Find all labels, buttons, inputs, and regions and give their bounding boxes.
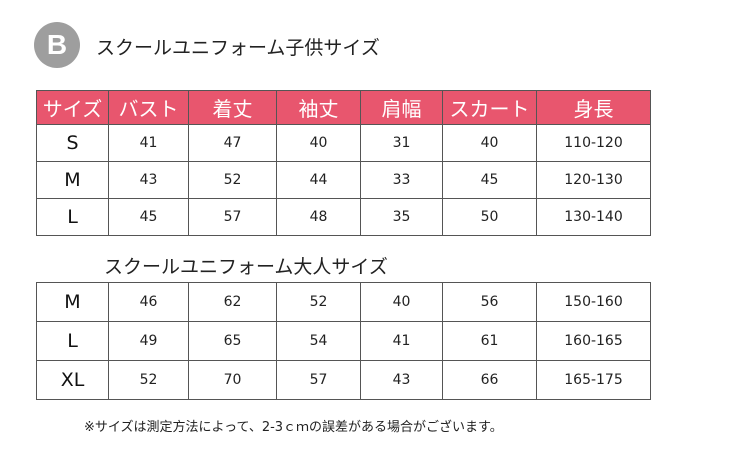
header-cell-skirt: スカート	[442, 90, 537, 125]
header-cell-length: 着丈	[188, 90, 277, 125]
measurement-note: ※サイズは測定方法によって、2-3ｃｍの誤差がある場合がございます。	[84, 420, 503, 435]
value-cell: 50	[442, 198, 537, 236]
value-cell: 31	[360, 124, 443, 162]
header-cell-bust: バスト	[108, 90, 189, 125]
value-cell: 44	[276, 161, 361, 199]
value-cell: 40	[276, 124, 361, 162]
value-cell: 65	[188, 321, 277, 361]
value-cell: 43	[360, 360, 443, 400]
value-cell: 33	[360, 161, 443, 199]
value-cell: 130-140	[536, 198, 651, 236]
size-cell: L	[36, 321, 109, 361]
value-cell: 49	[108, 321, 189, 361]
section-badge: B	[34, 22, 80, 68]
value-cell: 35	[360, 198, 443, 236]
value-cell: 41	[108, 124, 189, 162]
size-cell: M	[36, 282, 109, 322]
value-cell: 45	[108, 198, 189, 236]
value-cell: 160-165	[536, 321, 651, 361]
value-cell: 150-160	[536, 282, 651, 322]
value-cell: 47	[188, 124, 277, 162]
table-row: L 45 57 48 35 50 130-140	[36, 198, 651, 236]
size-cell: XL	[36, 360, 109, 400]
header-cell-shoulder: 肩幅	[360, 90, 443, 125]
value-cell: 41	[360, 321, 443, 361]
value-cell: 61	[442, 321, 537, 361]
value-cell: 120-130	[536, 161, 651, 199]
header-cell-sleeve: 袖丈	[276, 90, 361, 125]
header-cell-height: 身長	[536, 90, 651, 125]
value-cell: 48	[276, 198, 361, 236]
value-cell: 57	[188, 198, 277, 236]
table-row: L 49 65 54 41 61 160-165	[36, 321, 651, 361]
value-cell: 165-175	[536, 360, 651, 400]
value-cell: 70	[188, 360, 277, 400]
value-cell: 57	[276, 360, 361, 400]
kids-size-title: スクールユニフォーム子供サイズ	[96, 37, 380, 59]
table-row: M 46 62 52 40 56 150-160	[36, 282, 651, 322]
table-row: XL 52 70 57 43 66 165-175	[36, 360, 651, 400]
table-row: S 41 47 40 31 40 110-120	[36, 124, 651, 162]
header-row: サイズ バスト 着丈 袖丈 肩幅 スカート 身長	[36, 90, 651, 125]
value-cell: 52	[276, 282, 361, 322]
value-cell: 52	[108, 360, 189, 400]
value-cell: 110-120	[536, 124, 651, 162]
value-cell: 66	[442, 360, 537, 400]
size-cell: L	[36, 198, 109, 236]
size-cell: S	[36, 124, 109, 162]
table-row: M 43 52 44 33 45 120-130	[36, 161, 651, 199]
value-cell: 54	[276, 321, 361, 361]
value-cell: 45	[442, 161, 537, 199]
value-cell: 43	[108, 161, 189, 199]
value-cell: 62	[188, 282, 277, 322]
adult-size-table: M 46 62 52 40 56 150-160 L 49 65 54 41 6…	[36, 282, 651, 400]
header-cell-size: サイズ	[36, 90, 109, 125]
size-cell: M	[36, 161, 109, 199]
value-cell: 40	[442, 124, 537, 162]
adult-size-title: スクールユニフォーム大人サイズ	[104, 256, 388, 278]
value-cell: 52	[188, 161, 277, 199]
value-cell: 40	[360, 282, 443, 322]
kids-size-table: サイズ バスト 着丈 袖丈 肩幅 スカート 身長 S 41 47 40 31 4…	[36, 90, 651, 236]
value-cell: 46	[108, 282, 189, 322]
value-cell: 56	[442, 282, 537, 322]
